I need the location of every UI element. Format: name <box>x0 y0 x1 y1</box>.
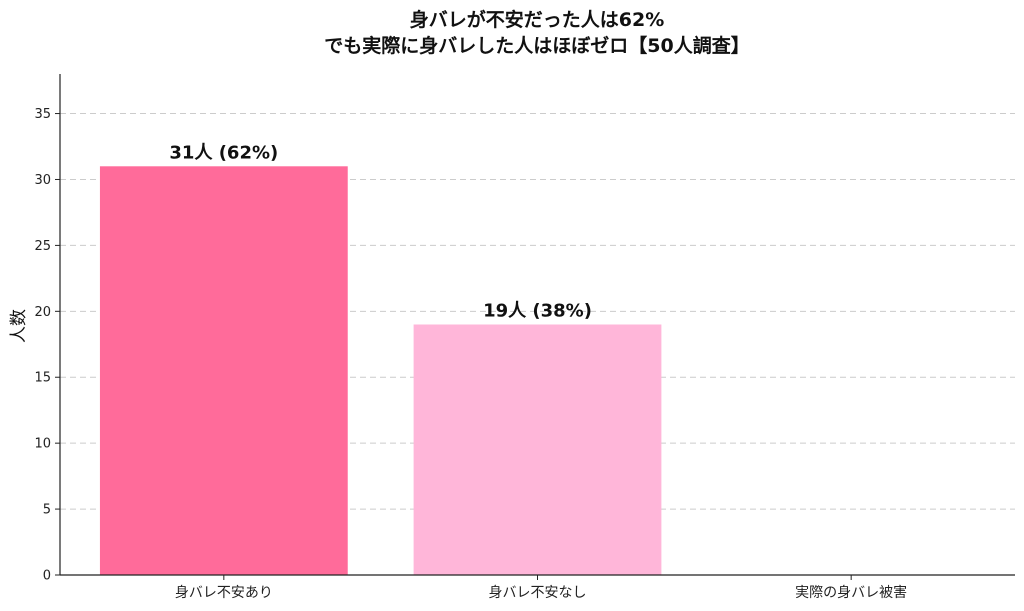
y-axis-label: 人数 <box>9 309 29 343</box>
y-axis-ticks: 0 5 10 15 20 25 30 35 <box>34 107 60 584</box>
x-tick-label: 身バレ不安なし <box>489 585 587 601</box>
x-tick-label: 実際の身バレ被害 <box>795 585 907 601</box>
y-tick-label: 0 <box>43 569 51 584</box>
gridlines <box>60 113 1015 510</box>
chart-title-line-1: 身バレが不安だった人は62% <box>410 8 664 31</box>
x-tick-label: 身バレ不安あり <box>175 585 273 601</box>
bars <box>99 166 662 575</box>
data-label: 31人 (62%) <box>169 142 278 163</box>
chart-title: 身バレが不安だった人は62% でも実際に身バレした人はほぼゼロ【50人調査】 <box>324 8 749 57</box>
y-tick-label: 15 <box>34 371 51 386</box>
data-labels: 31人 (62%) 19人 (38%) <box>169 142 592 321</box>
x-axis-ticks: 身バレ不安あり 身バレ不安なし 実際の身バレ被害 <box>175 575 907 601</box>
bar <box>413 324 662 575</box>
y-tick-label: 35 <box>34 107 51 122</box>
y-tick-label: 5 <box>43 503 51 518</box>
y-tick-label: 20 <box>34 305 51 320</box>
y-tick-label: 30 <box>34 173 51 188</box>
bar <box>99 166 348 575</box>
data-label: 19人 (38%) <box>483 301 592 322</box>
chart-title-line-2: でも実際に身バレした人はほぼゼロ【50人調査】 <box>324 34 749 57</box>
y-tick-label: 25 <box>34 239 51 254</box>
y-tick-label: 10 <box>34 437 51 452</box>
